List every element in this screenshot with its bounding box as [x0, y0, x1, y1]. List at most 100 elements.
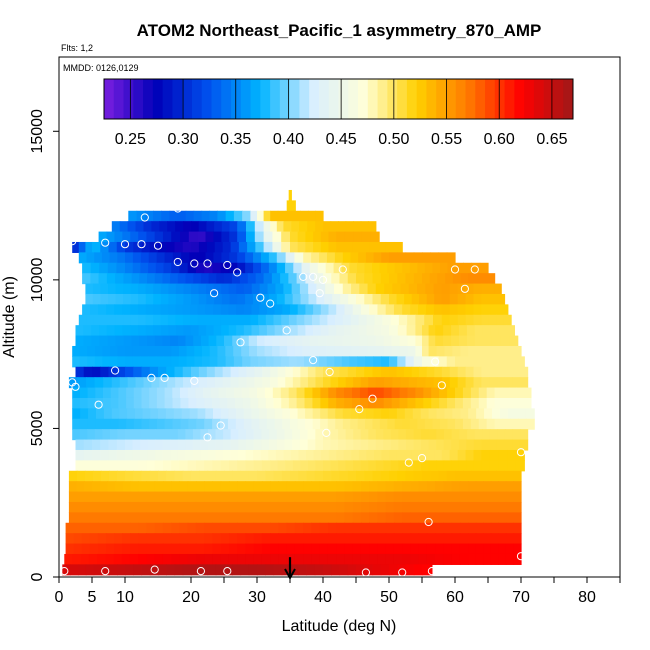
- heatmap-cell: [264, 387, 274, 399]
- heatmap-cell: [278, 481, 288, 493]
- colorbar-cell: [543, 79, 554, 119]
- heatmap-cell: [270, 543, 280, 555]
- heatmap-cell: [349, 262, 358, 274]
- heatmap-cell: [115, 512, 124, 524]
- heatmap-cell: [204, 460, 214, 472]
- heatmap-cell: [365, 356, 374, 368]
- heatmap-cell: [428, 429, 437, 441]
- heatmap-cell: [115, 335, 125, 347]
- heatmap-cell: [478, 397, 488, 409]
- heatmap-cell: [369, 522, 379, 534]
- heatmap-cell: [287, 345, 296, 357]
- heatmap-cell: [82, 262, 92, 274]
- heatmap-cell: [380, 470, 390, 482]
- heatmap-cell: [443, 325, 452, 337]
- heatmap-cell: [282, 408, 291, 420]
- heatmap-cell: [220, 533, 230, 545]
- heatmap-cell: [123, 335, 133, 347]
- heatmap-cell: [110, 418, 119, 430]
- heatmap-cell: [100, 470, 110, 482]
- heatmap-cell: [92, 449, 101, 461]
- heatmap-cell: [319, 314, 328, 326]
- heatmap-cell: [204, 512, 214, 524]
- heatmap-cell: [385, 543, 395, 555]
- heatmap-cell: [303, 522, 313, 534]
- heatmap-cell: [393, 491, 403, 503]
- heatmap-cell: [183, 377, 192, 389]
- heatmap-cell: [336, 491, 346, 503]
- heatmap-cell: [353, 231, 363, 243]
- heatmap-cell: [422, 273, 431, 285]
- heatmap-cell: [320, 304, 330, 316]
- heatmap-cell: [422, 564, 433, 576]
- heatmap-cell: [314, 564, 324, 576]
- heatmap-cell: [377, 553, 387, 565]
- sample-point: [361, 568, 370, 577]
- heatmap-cell: [525, 408, 535, 420]
- heatmap-cell: [451, 501, 461, 513]
- heatmap-cell: [171, 491, 181, 503]
- heatmap-cell: [75, 439, 85, 451]
- heatmap-cell: [309, 345, 319, 357]
- heatmap-cell: [212, 262, 222, 274]
- heatmap-cell: [498, 512, 507, 524]
- heatmap-cell: [162, 533, 172, 545]
- heatmap-cell: [205, 408, 214, 420]
- heatmap-cell: [185, 210, 195, 222]
- heatmap-cell: [311, 491, 321, 503]
- heatmap-cell: [296, 314, 305, 326]
- heatmap-cell: [83, 335, 93, 347]
- heatmap-cell: [286, 533, 296, 545]
- heatmap-cell: [419, 293, 428, 305]
- heatmap-cell: [452, 345, 461, 357]
- heatmap-cell: [328, 304, 337, 316]
- heatmap-cell: [375, 335, 385, 347]
- heatmap-cell: [212, 491, 222, 503]
- heatmap-cell: [435, 522, 445, 534]
- heatmap-cell: [307, 221, 316, 233]
- heatmap-cell: [315, 210, 324, 222]
- heatmap-cell: [498, 522, 507, 534]
- heatmap-cell: [202, 356, 211, 368]
- heatmap-cell: [82, 304, 91, 316]
- heatmap-cell: [133, 418, 143, 430]
- heatmap-cell: [163, 345, 172, 357]
- heatmap-cell: [201, 210, 211, 222]
- heatmap-cell: [447, 397, 456, 409]
- heatmap-cell: [285, 377, 294, 389]
- heatmap-cell: [127, 377, 137, 389]
- colorbar-cell: [289, 79, 300, 119]
- heatmap-cell: [194, 345, 203, 357]
- heatmap-cell: [118, 418, 127, 430]
- heatmap-cell: [97, 522, 107, 534]
- heatmap-cell: [491, 335, 502, 347]
- heatmap-cell: [311, 522, 321, 534]
- heatmap-cell: [505, 553, 515, 565]
- heatmap-cell: [187, 553, 197, 565]
- heatmap-cell: [205, 231, 215, 243]
- heatmap-cell: [280, 273, 289, 285]
- heatmap-cell: [221, 221, 231, 233]
- colorbar-cell: [123, 79, 134, 119]
- heatmap-cell: [465, 377, 475, 389]
- heatmap-cell: [485, 273, 496, 285]
- heatmap-cell: [187, 481, 197, 493]
- heatmap-cell: [435, 481, 445, 493]
- heatmap-cell: [328, 449, 337, 461]
- heatmap-cell: [513, 522, 522, 534]
- heatmap-cell: [398, 439, 407, 451]
- heatmap-cell: [437, 273, 446, 285]
- heatmap-cell: [459, 491, 469, 503]
- heatmap-cell: [496, 314, 505, 326]
- sample-point: [424, 517, 433, 527]
- heatmap-cell: [228, 262, 238, 274]
- heatmap-cell: [473, 283, 482, 295]
- heatmap-cell: [449, 449, 459, 461]
- heatmap-cell: [446, 252, 456, 264]
- heatmap-cell: [75, 335, 85, 347]
- heatmap-cell: [148, 356, 157, 368]
- heatmap-cell: [296, 273, 306, 285]
- heatmap-cell: [272, 345, 281, 357]
- y-axis-label: Altitude (m): [1, 276, 18, 358]
- heatmap-cell: [327, 501, 337, 513]
